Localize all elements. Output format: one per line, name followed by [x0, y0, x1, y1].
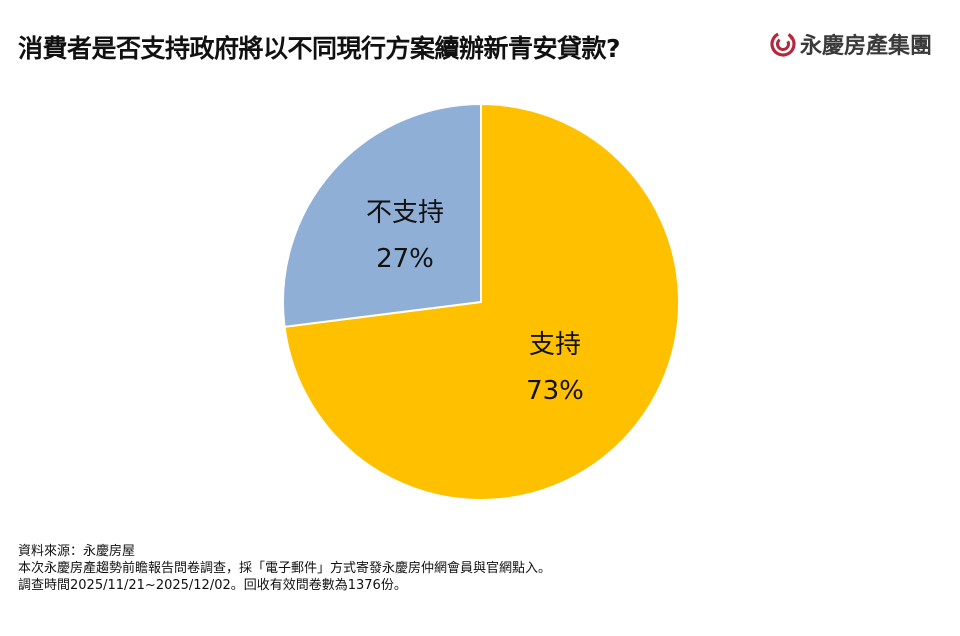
slice-label-oppose: 不支持 27%: [355, 200, 455, 272]
slice-label-support-name: 支持: [528, 330, 581, 360]
brand-logo: 永慶房產集團: [770, 28, 932, 60]
brand-swirl-icon: [770, 31, 796, 57]
slice-label-support-value: 73%: [526, 376, 584, 406]
slice-label-oppose-name: 不支持: [365, 198, 444, 228]
method-note: 本次永慶房產趨勢前瞻報告問卷調查，採「電子郵件」方式寄發永慶房仲網會員與官網點入…: [18, 561, 552, 576]
period-note: 調查時間2025/11/21~2025/12/02。回收有效問卷數為1376份。: [18, 578, 407, 593]
pie-slice-oppose: [282, 102, 482, 328]
source-note: 資料來源：永慶房屋: [18, 544, 136, 559]
brand-name: 永慶房產集團: [800, 34, 933, 59]
slice-label-support: 支持 73%: [505, 332, 605, 404]
footer-notes: 資料來源：永慶房屋 本次永慶房產趨勢前瞻報告問卷調查，採「電子郵件」方式寄發永慶…: [18, 543, 551, 594]
slice-label-oppose-value: 27%: [376, 244, 434, 274]
chart-title: 消費者是否支持政府將以不同現行方案續辦新青安貸款?: [18, 34, 621, 63]
